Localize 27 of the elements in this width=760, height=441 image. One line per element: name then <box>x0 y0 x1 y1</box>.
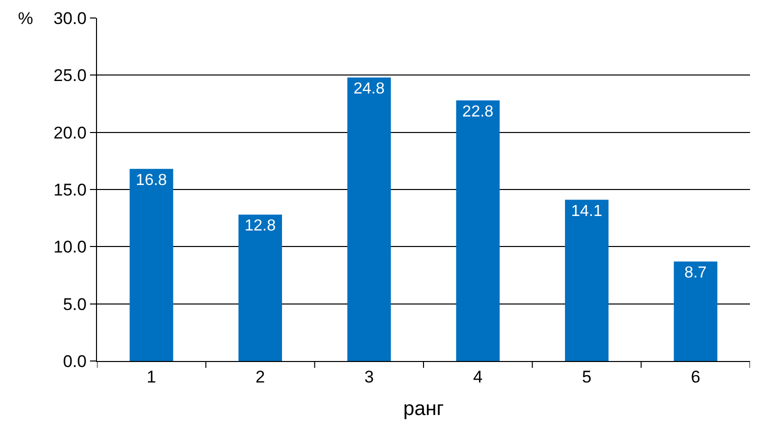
x-tick-label: 6 <box>690 367 700 386</box>
data-label: 12.8 <box>244 218 276 235</box>
bar <box>564 200 609 361</box>
y-tick-label: 30.0 <box>54 8 87 28</box>
data-label: 8.7 <box>684 264 707 282</box>
y-tick-label: 15.0 <box>54 180 87 200</box>
x-tick-label: 5 <box>582 367 592 386</box>
x-tick-label: 2 <box>256 367 265 386</box>
x-tick-label: 3 <box>364 367 374 386</box>
bar <box>238 214 282 361</box>
data-label: 24.8 <box>353 80 385 98</box>
y-tick-label: 0.0 <box>62 352 87 371</box>
x-tick-label: 1 <box>146 367 156 386</box>
bar <box>674 262 718 361</box>
x-axis-title: ранг <box>403 398 444 420</box>
bar <box>130 168 174 361</box>
data-label: 14.1 <box>571 202 602 220</box>
data-label: 16.8 <box>136 172 168 189</box>
data-label: 22.8 <box>462 103 494 120</box>
y-tick-label: 20.0 <box>54 123 87 142</box>
y-tick-label: 10.0 <box>54 238 87 257</box>
y-tick-label: 5.0 <box>62 294 87 314</box>
x-tick-label: 4 <box>473 367 483 386</box>
y-axis-title: % <box>18 9 34 28</box>
y-tick-label: 25.0 <box>54 66 87 86</box>
bar <box>347 77 391 361</box>
bar <box>456 100 500 361</box>
